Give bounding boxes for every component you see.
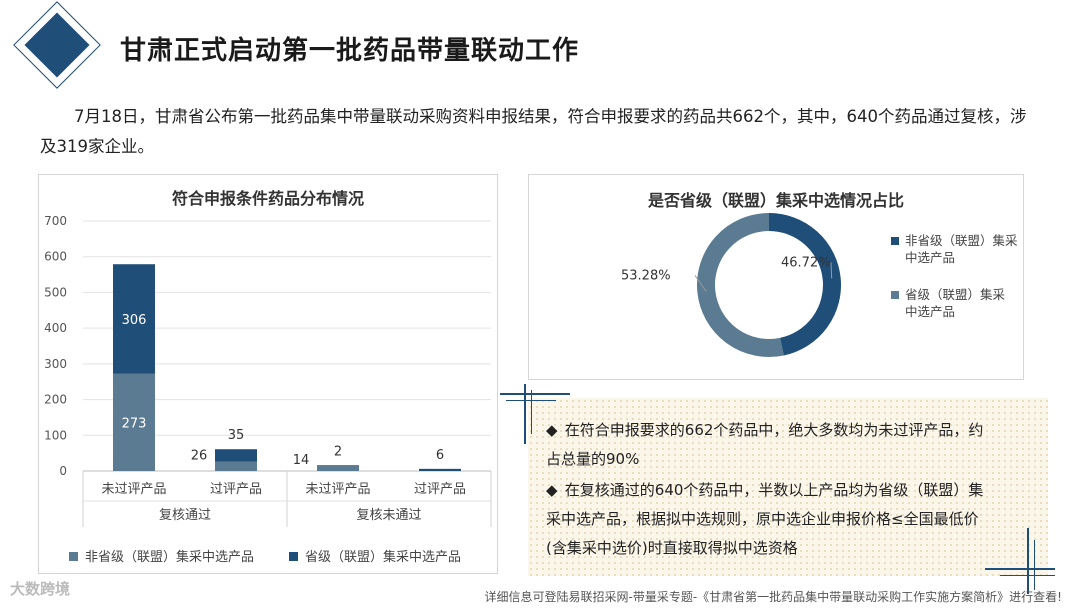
data-label: 6: [436, 448, 444, 463]
y-tick-label: 200: [44, 393, 67, 407]
x-tick-label: 未过评产品: [305, 482, 370, 497]
slice-label: 53.28%: [621, 268, 671, 283]
data-label: 306: [122, 313, 147, 328]
x-tick-label: 过评产品: [210, 482, 262, 497]
bar-segment: [113, 264, 155, 374]
bar-segment: [317, 465, 359, 466]
legend-label-line1: 省级（联盟）集采: [905, 287, 1006, 302]
donut-slice: [768, 213, 841, 356]
y-tick-label: 400: [44, 321, 67, 335]
diamond-bullet-icon: ◆: [546, 421, 558, 439]
y-tick-label: 500: [44, 285, 67, 299]
donut-chart-panel: 是否省级（联盟）集采中选情况占比 46.72% 53.28% 非省级（联盟）集采 中选…: [528, 174, 1024, 380]
group-label: 复核未通过: [356, 508, 421, 523]
legend-swatch: [289, 552, 298, 561]
legend-label-line2: 中选产品: [905, 250, 955, 265]
notes-box: ◆ 在符合申报要求的662个药品中，绝大多数均为未过评产品，约占总量的90% ◆…: [528, 398, 1048, 576]
bar-chart-title: 符合申报条件药品分布情况: [171, 189, 364, 208]
data-label: 2: [334, 444, 342, 459]
donut-slice: [697, 213, 784, 357]
title-diamond-icon: [24, 12, 90, 78]
legend-swatch: [891, 237, 899, 245]
legend-label-line1: 非省级（联盟）集采: [905, 233, 1018, 248]
intro-paragraph: 7月18日，甘肃省公布第一批药品集中带量联动采购资料申报结果，符合申报要求的药品…: [40, 107, 1027, 156]
bar-segment: [419, 468, 461, 471]
y-tick-label: 700: [44, 214, 67, 228]
note-1: ◆ 在符合申报要求的662个药品中，绝大多数均为未过评产品，约占总量的90%: [546, 416, 996, 474]
bar-segment: [215, 449, 257, 462]
note-2: ◆ 在复核通过的640个药品中，半数以上产品均为省级（联盟）集采中选产品，根据拟…: [546, 476, 996, 563]
donut-chart-title: 是否省级（联盟）集采中选情况占比: [647, 191, 904, 210]
bar-segment: [113, 373, 155, 471]
legend-swatch: [69, 552, 78, 561]
bar-chart-panel: 符合申报条件药品分布情况 0 100 200 300 400 500 600 700 273 30…: [38, 174, 498, 574]
deco-line: [1034, 540, 1035, 590]
deco-line: [500, 393, 570, 395]
bar-segment: [317, 466, 359, 471]
logo: 大数跨境: [10, 580, 71, 598]
diamond-bullet-icon: ◆: [546, 481, 558, 499]
page-title: 甘肃正式启动第一批药品带量联动工作: [120, 36, 580, 66]
bar-segment: [215, 461, 257, 471]
leader-line: [694, 275, 707, 292]
y-tick-label: 100: [44, 428, 67, 442]
note-2-text: 在复核通过的640个药品中，半数以上产品均为省级（联盟）集采中选产品，根据拟中选…: [546, 481, 984, 557]
y-tick-label: 0: [59, 464, 67, 478]
y-tick-label: 300: [44, 357, 67, 371]
data-label: 14: [293, 453, 310, 468]
bar-chart: 0100200300400500600700273306未过评产品2635过评产…: [44, 214, 492, 565]
deco-line: [985, 568, 1055, 570]
legend-label: 非省级（联盟）集采中选产品: [85, 549, 254, 565]
legend-label: 省级（联盟）集采中选产品: [305, 549, 461, 565]
data-label: 26: [191, 449, 208, 464]
legend-label-line2: 中选产品: [905, 304, 955, 319]
slice-label: 46.72%: [781, 256, 831, 271]
data-label: 273: [122, 416, 147, 431]
leader-line: [830, 262, 833, 279]
group-label: 复核通过: [159, 508, 211, 523]
note-1-text: 在符合申报要求的662个药品中，绝大多数均为未过评产品，约占总量的90%: [546, 421, 984, 468]
deco-line: [524, 384, 526, 444]
footer-text: 详细信息可登陆易联招采网-带量采专题-《甘肃省第一批药品集中带量联动采购工作实施…: [484, 590, 1062, 604]
x-tick-label: 未过评产品: [101, 482, 166, 497]
data-label: 35: [228, 428, 245, 443]
deco-line: [1027, 528, 1029, 594]
deco-line: [531, 390, 532, 434]
legend-swatch: [891, 291, 899, 299]
y-tick-label: 600: [44, 250, 67, 264]
x-tick-label: 过评产品: [414, 482, 466, 497]
